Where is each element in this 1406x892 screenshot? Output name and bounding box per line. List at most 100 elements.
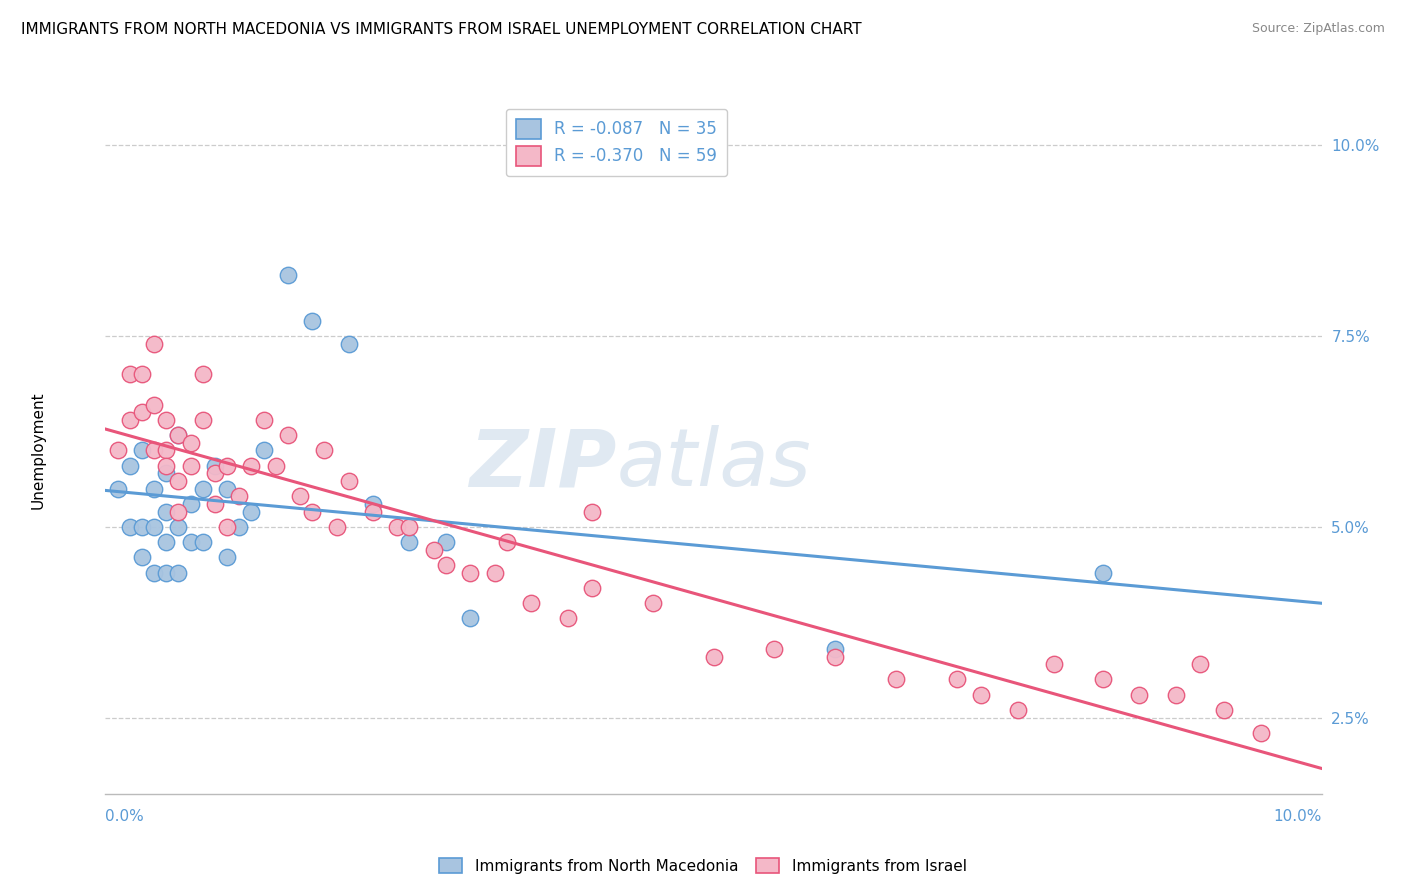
Point xyxy=(702,649,725,664)
Point xyxy=(337,336,360,351)
Point xyxy=(520,596,543,610)
Point xyxy=(264,458,287,473)
Point xyxy=(167,504,190,518)
Point xyxy=(180,497,202,511)
Point xyxy=(167,520,190,534)
Point xyxy=(118,367,141,381)
Text: atlas: atlas xyxy=(616,425,811,503)
Point xyxy=(1164,688,1187,702)
Point xyxy=(337,474,360,488)
Point xyxy=(155,566,177,580)
Point xyxy=(1128,688,1150,702)
Point xyxy=(495,535,517,549)
Point xyxy=(240,504,263,518)
Point xyxy=(361,504,384,518)
Point xyxy=(155,413,177,427)
Text: Unemployment: Unemployment xyxy=(31,392,46,509)
Point xyxy=(131,520,153,534)
Point xyxy=(398,520,420,534)
Point xyxy=(884,673,907,687)
Text: IMMIGRANTS FROM NORTH MACEDONIA VS IMMIGRANTS FROM ISRAEL UNEMPLOYMENT CORRELATI: IMMIGRANTS FROM NORTH MACEDONIA VS IMMIG… xyxy=(21,22,862,37)
Point xyxy=(143,336,166,351)
Point xyxy=(143,520,166,534)
Point xyxy=(1091,566,1114,580)
Point xyxy=(143,443,166,458)
Point xyxy=(945,673,967,687)
Point xyxy=(217,482,239,496)
Point xyxy=(118,413,141,427)
Point xyxy=(107,482,129,496)
Text: Source: ZipAtlas.com: Source: ZipAtlas.com xyxy=(1251,22,1385,36)
Point xyxy=(970,688,993,702)
Point xyxy=(143,566,166,580)
Point xyxy=(1091,673,1114,687)
Point xyxy=(131,367,153,381)
Point xyxy=(204,497,226,511)
Point xyxy=(763,641,786,656)
Point xyxy=(204,467,226,481)
Point xyxy=(325,520,347,534)
Point xyxy=(180,535,202,549)
Point xyxy=(180,458,202,473)
Point xyxy=(107,443,129,458)
Point xyxy=(191,413,214,427)
Point xyxy=(217,520,239,534)
Point xyxy=(217,458,239,473)
Point xyxy=(1007,703,1029,717)
Point xyxy=(824,649,846,664)
Point xyxy=(143,482,166,496)
Point xyxy=(118,520,141,534)
Point xyxy=(180,435,202,450)
Point xyxy=(155,458,177,473)
Point xyxy=(155,535,177,549)
Point xyxy=(1250,726,1272,740)
Point xyxy=(167,566,190,580)
Point xyxy=(155,443,177,458)
Point xyxy=(118,458,141,473)
Point xyxy=(143,398,166,412)
Point xyxy=(824,641,846,656)
Point xyxy=(204,458,226,473)
Point xyxy=(167,428,190,442)
Point xyxy=(228,520,250,534)
Point xyxy=(361,497,384,511)
Point xyxy=(1188,657,1211,672)
Point xyxy=(131,550,153,565)
Point xyxy=(484,566,506,580)
Point xyxy=(301,504,323,518)
Point xyxy=(434,535,457,549)
Point xyxy=(301,314,323,328)
Point xyxy=(252,413,274,427)
Point xyxy=(1213,703,1236,717)
Point xyxy=(581,504,603,518)
Point xyxy=(1043,657,1066,672)
Point xyxy=(191,535,214,549)
Point xyxy=(458,566,481,580)
Point xyxy=(167,474,190,488)
Point xyxy=(131,443,153,458)
Point xyxy=(191,367,214,381)
Point xyxy=(314,443,336,458)
Legend: R = -0.087   N = 35, R = -0.370   N = 59: R = -0.087 N = 35, R = -0.370 N = 59 xyxy=(506,109,727,176)
Point xyxy=(191,482,214,496)
Point xyxy=(167,428,190,442)
Point xyxy=(155,504,177,518)
Text: ZIP: ZIP xyxy=(468,425,616,503)
Point xyxy=(277,268,299,282)
Point xyxy=(228,489,250,503)
Point xyxy=(387,520,409,534)
Legend: Immigrants from North Macedonia, Immigrants from Israel: Immigrants from North Macedonia, Immigra… xyxy=(433,852,973,880)
Point xyxy=(641,596,664,610)
Point xyxy=(398,535,420,549)
Point xyxy=(434,558,457,572)
Point xyxy=(252,443,274,458)
Point xyxy=(581,581,603,595)
Text: 0.0%: 0.0% xyxy=(105,809,145,823)
Point xyxy=(423,542,446,557)
Point xyxy=(155,467,177,481)
Point xyxy=(277,428,299,442)
Point xyxy=(217,550,239,565)
Point xyxy=(240,458,263,473)
Point xyxy=(288,489,311,503)
Text: 10.0%: 10.0% xyxy=(1274,809,1322,823)
